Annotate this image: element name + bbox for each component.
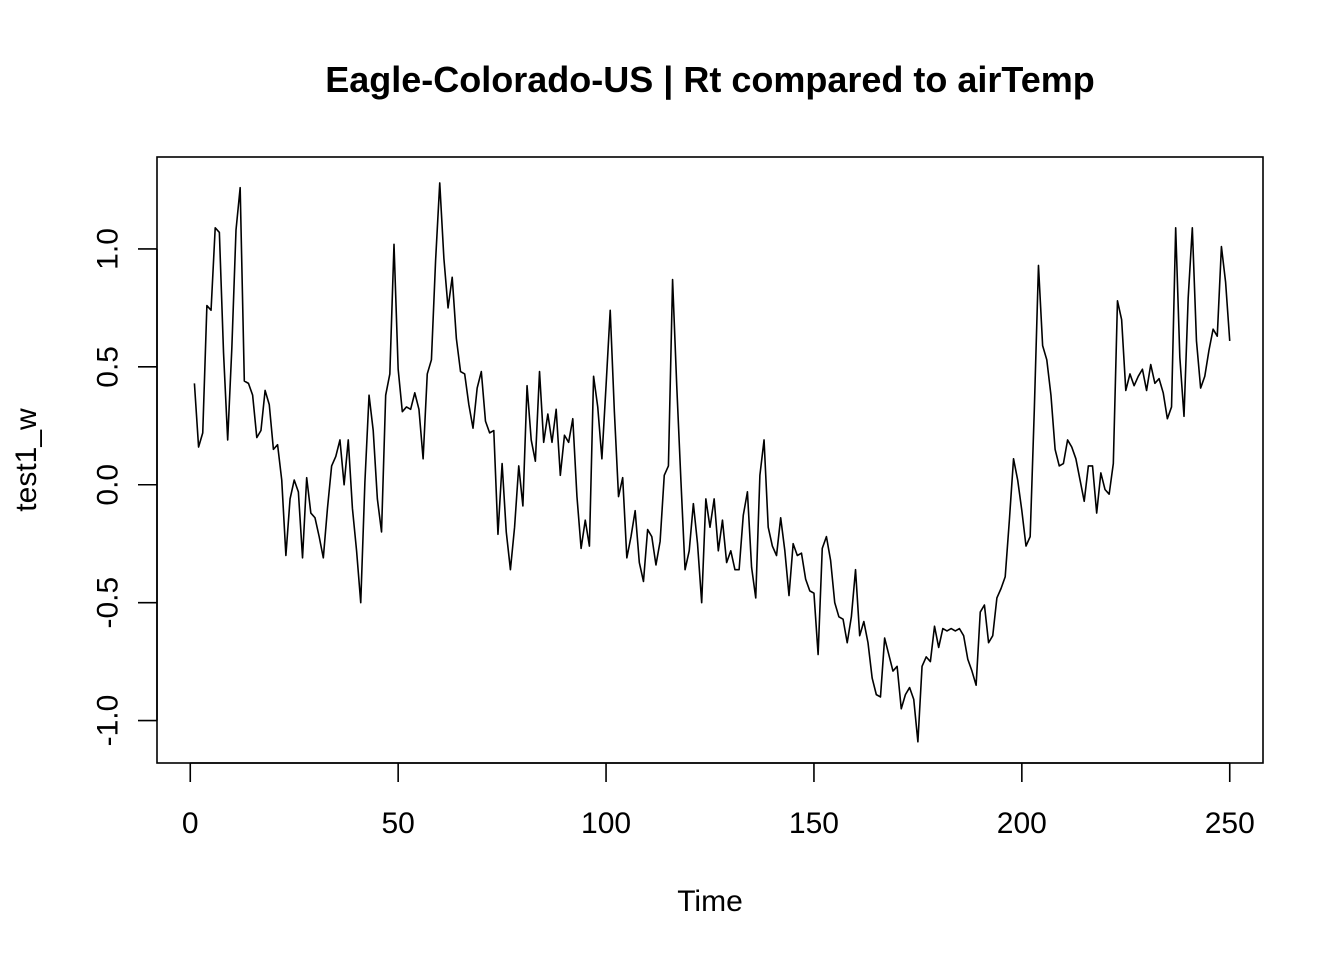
y-tick-label: 0.0 — [92, 464, 125, 506]
y-axis-label: test1_w — [10, 408, 43, 512]
x-tick-label: 0 — [182, 807, 199, 840]
y-tick-label: 0.5 — [92, 346, 125, 388]
y-tick-label: -1.0 — [92, 695, 125, 747]
x-tick-label: 150 — [789, 807, 839, 840]
y-axis: -1.0 -0.5 0.0 0.5 1.0 — [92, 228, 158, 746]
x-axis-label: Time — [677, 885, 743, 918]
x-tick-label: 250 — [1205, 807, 1255, 840]
y-tick-label: 1.0 — [92, 228, 125, 270]
chart-title: Eagle-Colorado-US | Rt compared to airTe… — [325, 59, 1095, 101]
x-axis: 0 50 100 150 200 250 — [182, 762, 1255, 840]
x-tick-label: 100 — [581, 807, 631, 840]
series-line — [193, 182, 1231, 743]
x-tick-label: 50 — [381, 807, 414, 840]
y-tick-label: -0.5 — [92, 577, 125, 629]
x-tick-label: 200 — [997, 807, 1047, 840]
plot-frame — [156, 156, 1264, 764]
